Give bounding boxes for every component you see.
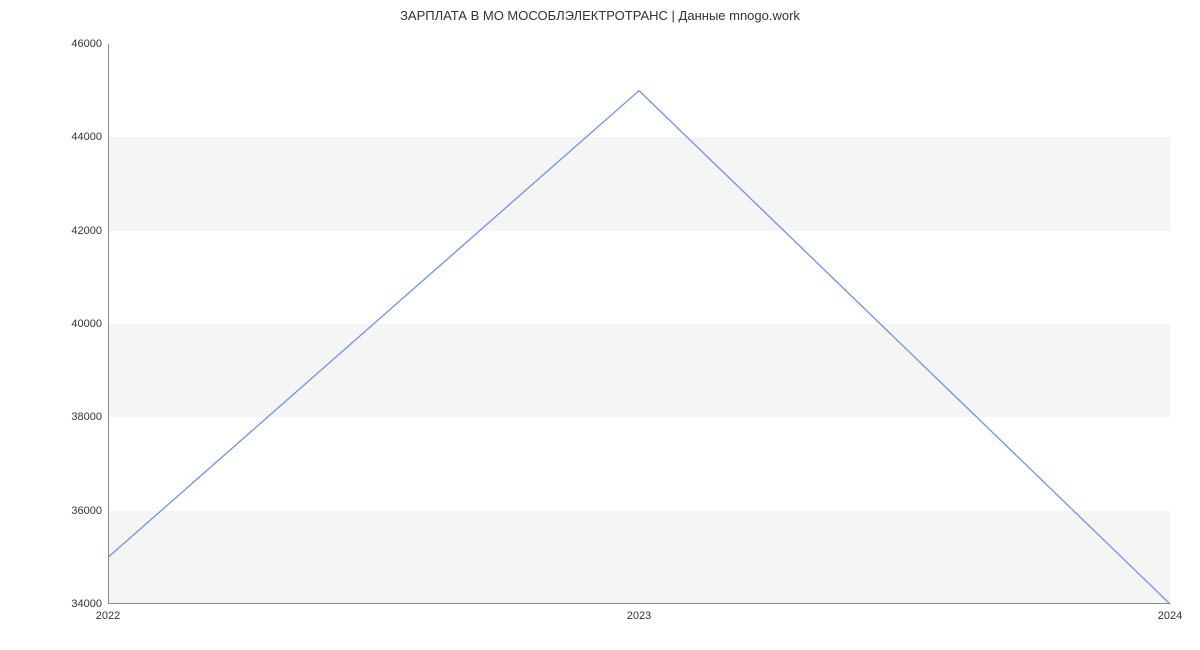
y-tick-label: 42000 <box>71 225 102 237</box>
chart-title: ЗАРПЛАТА В МО МОСОБЛЭЛЕКТРОТРАНС | Данны… <box>0 8 1200 23</box>
salary-line-chart: ЗАРПЛАТА В МО МОСОБЛЭЛЕКТРОТРАНС | Данны… <box>0 0 1200 650</box>
y-axis-line <box>108 44 109 604</box>
x-tick-label: 2022 <box>96 610 120 622</box>
y-tick-label: 34000 <box>71 598 102 610</box>
x-axis-line <box>108 603 1170 604</box>
y-tick-label: 38000 <box>71 411 102 423</box>
y-tick-label: 46000 <box>71 38 102 50</box>
y-tick-label: 44000 <box>71 131 102 143</box>
plot-area: 3400036000380004000042000440004600020222… <box>108 44 1170 604</box>
series-line <box>108 44 1170 604</box>
y-tick-label: 36000 <box>71 505 102 517</box>
x-tick-label: 2023 <box>627 610 651 622</box>
y-tick-label: 40000 <box>71 318 102 330</box>
x-tick-label: 2024 <box>1158 610 1182 622</box>
